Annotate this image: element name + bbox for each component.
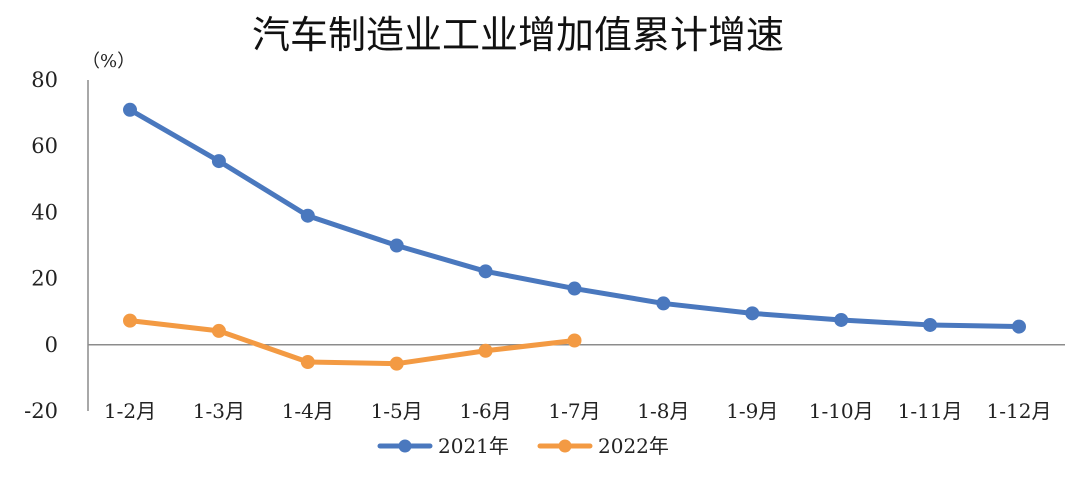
y-tick-label: 80: [31, 68, 58, 92]
y-tick-label: -20: [24, 399, 58, 423]
series-line-2: [127, 318, 577, 367]
y-tick-label: 0: [45, 333, 58, 357]
legend-marker: [558, 439, 572, 453]
legend-item-2: 2022年: [537, 434, 669, 458]
data-point-series-1: [123, 102, 137, 117]
x-tick-label: 1-8月: [637, 399, 689, 423]
plot-area: 80 60 40 20 0 -20 1-2月 1-3月 1-4月 1-5月 1-6月 1-7月 1-8月…: [24, 68, 1065, 423]
data-point-series-1: [1012, 319, 1026, 334]
data-point-series-1: [300, 208, 315, 223]
data-point-series-1: [834, 312, 849, 327]
x-tick-label: 1-6月: [459, 399, 511, 423]
data-point-series-1: [478, 264, 493, 279]
data-point-series-2: [211, 323, 226, 338]
x-tick-label: 1-5月: [371, 399, 423, 423]
legend-marker: [398, 439, 412, 453]
data-point-series-2: [300, 355, 315, 370]
data-point-series-1: [389, 238, 404, 253]
x-tick-label: 1-10月: [809, 399, 874, 423]
x-tick-label: 1-3月: [193, 399, 245, 423]
data-point-series-2: [123, 313, 137, 328]
y-tick-label: 20: [31, 267, 58, 291]
x-tick-label: 1-12月: [987, 399, 1052, 423]
x-tick-label: 1-7月: [548, 399, 600, 423]
legend: 2021年 2022年: [377, 434, 669, 458]
legend-label: 2022年: [598, 434, 669, 458]
data-point-series-1: [656, 296, 671, 311]
data-point-series-1: [745, 306, 760, 321]
y-axis-unit-label: （%）: [82, 51, 135, 72]
legend-item-1: 2021年: [377, 434, 509, 458]
chart-title: 汽车制造业工业增加值累计增速: [252, 13, 784, 57]
data-point-series-1: [211, 154, 226, 169]
legend-label: 2021年: [438, 434, 509, 458]
data-point-series-1: [567, 281, 582, 296]
x-tick-label: 1-11月: [898, 399, 963, 423]
x-tick-label: 1-2月: [104, 399, 156, 423]
data-point-series-2: [478, 343, 493, 358]
data-point-series-2: [567, 333, 582, 348]
x-tick-label: 1-9月: [726, 399, 778, 423]
x-tick-label: 1-4月: [282, 399, 334, 423]
y-tick-label: 60: [31, 134, 58, 158]
y-tick-label: 40: [31, 200, 58, 224]
data-point-series-2: [389, 356, 404, 371]
data-point-series-1: [923, 317, 938, 332]
